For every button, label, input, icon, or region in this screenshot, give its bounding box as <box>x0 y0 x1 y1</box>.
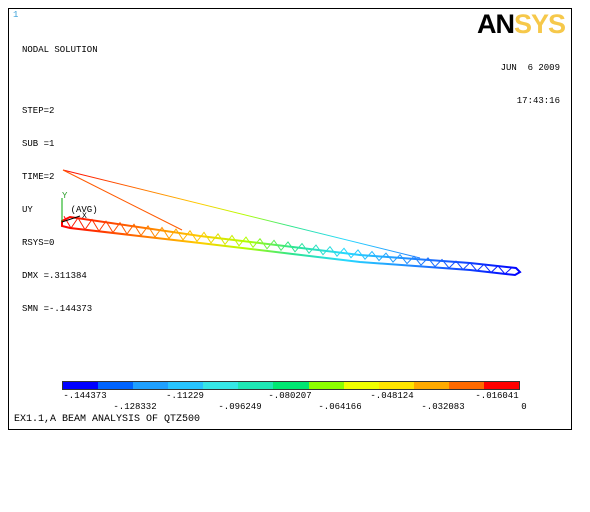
triad-x-label: X <box>82 212 87 221</box>
tie-line-lower <box>62 169 183 231</box>
boom-lattice <box>63 216 513 275</box>
info-line-dmx: DMX =.311384 <box>22 271 87 281</box>
date-time: 17:43:16 <box>516 96 560 106</box>
window-number: 1 <box>13 10 19 20</box>
info-line-sub: SUB =1 <box>22 139 55 149</box>
legend-band-6 <box>273 382 309 389</box>
legend-band-9 <box>378 382 414 389</box>
legend-label: 0 <box>521 402 527 412</box>
model-title: EX1.1,A BEAM ANALYSIS OF QTZ500 <box>14 414 201 425</box>
info-line-uy: UY (AVG) <box>22 205 98 215</box>
legend-band-8 <box>343 382 379 389</box>
legend-band-11 <box>448 382 484 389</box>
legend-band-12 <box>483 382 520 389</box>
legend-label: -.096249 <box>218 402 262 412</box>
date-day: JUN 6 2009 <box>500 63 560 73</box>
info-line-smn: SMN =-.144373 <box>22 304 93 314</box>
legend-band-4 <box>203 382 239 389</box>
legend-label: -.11229 <box>166 391 204 401</box>
legend-band-5 <box>238 382 274 389</box>
contour-legend-labels: -.144373 -.11229 -.080207 -.048124 -.016… <box>0 391 590 415</box>
graphics-window[interactable] <box>8 8 572 430</box>
lattice-diagonals <box>63 216 513 275</box>
info-line-time: TIME=2 <box>22 172 55 182</box>
info-line-step: STEP=2 <box>22 106 55 116</box>
legend-band-2 <box>133 382 169 389</box>
solution-info: NODAL SOLUTION STEP=2 SUB =1 TIME=2 UY (… <box>22 23 98 326</box>
tie-line-upper <box>62 169 421 259</box>
triad-y-label: Y <box>62 191 68 201</box>
triad-x-axis <box>61 215 81 223</box>
legend-label: -.048124 <box>370 391 414 401</box>
legend-band-7 <box>308 382 344 389</box>
legend-label: -.064166 <box>318 402 362 412</box>
beam-model-plot: Y X <box>61 169 522 277</box>
date-stamp: JUN 6 2009 17:43:16 <box>501 41 560 118</box>
legend-band-3 <box>168 382 204 389</box>
legend-label: -.080207 <box>268 391 312 401</box>
legend-label: -.128332 <box>113 402 157 412</box>
info-line-rsys: RSYS=0 <box>22 238 55 248</box>
contour-legend-bar <box>62 381 520 390</box>
legend-band-0 <box>63 382 99 389</box>
solution-title: NODAL SOLUTION <box>22 45 98 55</box>
ansys-logo: ANSYS <box>477 9 566 39</box>
legend-band-1 <box>98 382 134 389</box>
legend-label: -.144373 <box>63 391 107 401</box>
legend-band-10 <box>413 382 449 389</box>
boom-body <box>61 215 522 277</box>
legend-label: -.032083 <box>421 402 465 412</box>
legend-label: -.016041 <box>475 391 519 401</box>
